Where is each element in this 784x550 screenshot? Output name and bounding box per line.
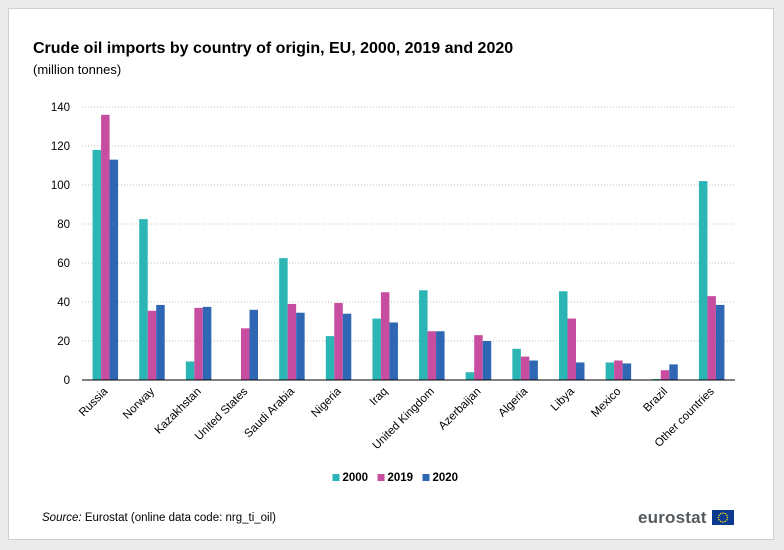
bar [156, 304, 165, 380]
legend-label: 2019 [388, 472, 414, 484]
legend-swatch [422, 474, 430, 481]
bar [482, 341, 492, 380]
bar [202, 306, 212, 380]
eurostat-logo-text: eurostat [638, 508, 707, 527]
gridlines [82, 106, 735, 342]
flag-star [722, 512, 724, 514]
bar [419, 290, 428, 380]
bar [389, 322, 398, 380]
y-tick-label: 100 [51, 180, 70, 192]
flag-star [718, 519, 720, 521]
bar [427, 331, 437, 380]
x-tick-label: Russia [77, 385, 111, 419]
flag-background [712, 510, 734, 525]
legend-label: 2000 [343, 472, 369, 484]
bar [669, 364, 678, 380]
x-tick-label: Kazakhstan [153, 386, 204, 437]
source-label: Source: [42, 512, 82, 524]
bar [325, 336, 335, 380]
source-text: Eurostat (online data code: nrg_ti_oil) [84, 512, 276, 524]
bar [520, 356, 530, 380]
x-tick-label: Libya [549, 385, 577, 413]
bar [279, 258, 288, 380]
flag-stars [717, 512, 729, 523]
bar [698, 181, 708, 380]
legend-label: 2020 [433, 472, 459, 484]
bar [559, 291, 568, 380]
chart-card [8, 8, 774, 540]
bar [92, 149, 102, 380]
chart-subtitle: (million tonnes) [33, 62, 122, 77]
flag-star [722, 521, 724, 523]
x-tick-label: Nigeria [309, 385, 344, 420]
bar [614, 360, 623, 380]
bar [287, 303, 297, 380]
bar [342, 313, 352, 380]
bar [249, 309, 258, 380]
x-tick-label: Mexico [589, 386, 623, 420]
bar [380, 292, 390, 380]
bar [372, 318, 381, 380]
bar [241, 328, 250, 380]
y-tick-label: 0 [64, 375, 70, 387]
bar [101, 114, 110, 381]
legend-swatch [377, 474, 385, 481]
flag-star [726, 514, 728, 516]
x-tick-label: Norway [121, 385, 157, 421]
bar [605, 362, 615, 380]
flag-star [720, 512, 722, 515]
eu-flag-icon [712, 510, 734, 525]
x-tick-label: Algeria [496, 385, 530, 419]
bar [194, 307, 203, 380]
flag-star [720, 520, 722, 523]
bar [512, 348, 521, 380]
bar [622, 363, 632, 380]
flag-star [724, 520, 726, 523]
bar [147, 310, 157, 380]
y-tick-label: 20 [57, 336, 70, 348]
flag-star [724, 512, 726, 515]
x-tick-label: Saudi Arabia [242, 385, 297, 440]
flag-star [726, 519, 728, 521]
y-tick-label: 120 [51, 141, 70, 153]
chart-title: Crude oil imports by country of origin, … [33, 40, 514, 57]
bars [92, 114, 725, 381]
x-tick-label: Iraq [368, 386, 391, 409]
flag-star [718, 514, 720, 516]
flag-star [726, 516, 729, 519]
bar [185, 361, 195, 380]
legend-swatch [332, 474, 340, 481]
bar [567, 318, 576, 380]
bar [576, 362, 585, 380]
bar [465, 372, 475, 380]
bar [436, 331, 445, 380]
y-tick-label: 60 [57, 258, 70, 270]
bar [707, 296, 716, 380]
bar [296, 312, 305, 380]
flag-star [717, 516, 720, 519]
y-tick-label: 40 [57, 297, 70, 309]
bar [529, 360, 538, 380]
bar [109, 159, 119, 380]
x-tick-label: Brazil [641, 386, 670, 415]
source-note: Source: Eurostat (online data code: nrg_… [42, 512, 276, 524]
bar [474, 335, 483, 380]
y-axis-ticks: 0 20 40 60 80 100 120 140 [51, 102, 70, 387]
legend: 2000 2019 2020 [332, 472, 459, 484]
bar [334, 302, 343, 380]
bar [139, 219, 148, 380]
x-tick-label: Azerbaijan [437, 386, 484, 433]
bar [715, 304, 725, 380]
y-tick-label: 80 [57, 219, 70, 231]
y-tick-label: 140 [51, 102, 70, 114]
bar [660, 370, 670, 380]
